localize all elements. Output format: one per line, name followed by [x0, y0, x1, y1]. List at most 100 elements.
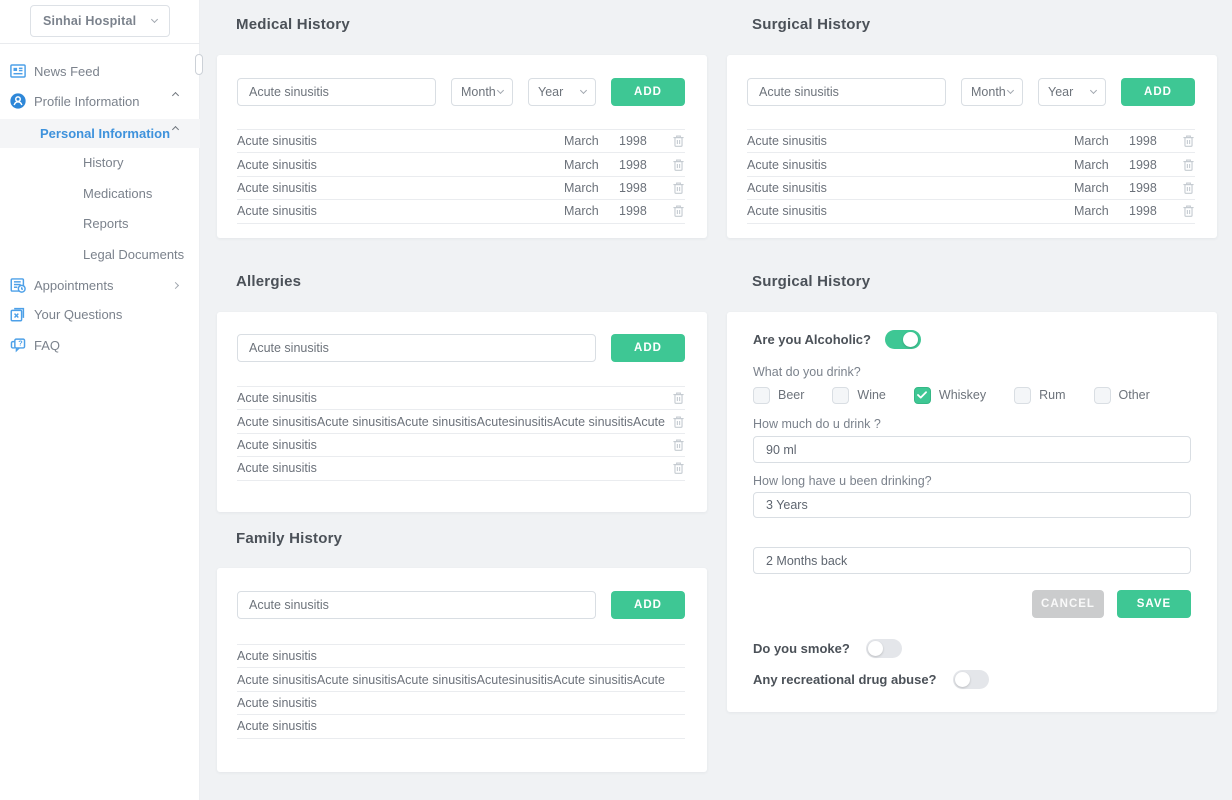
drink-option-label: Rum	[1039, 388, 1066, 402]
add-button[interactable]: ADD	[1121, 78, 1195, 106]
sidebar-item-label: Appointments	[34, 277, 114, 293]
chevron-down-icon	[1089, 86, 1098, 95]
sidebar-item-legal-documents[interactable]: Legal Documents	[0, 242, 200, 266]
row-name: Acute sinusitisAcute sinusitisAcute sinu…	[237, 672, 665, 687]
year-select[interactable]: Year	[1038, 78, 1106, 106]
year-select-value: Year	[538, 85, 564, 99]
delete-icon[interactable]	[669, 134, 685, 148]
drink-option[interactable]: Wine	[832, 386, 886, 404]
checkbox[interactable]	[1093, 386, 1111, 404]
sidebar-item-label: Profile Information	[34, 93, 140, 109]
sidebar-item-reports[interactable]: Reports	[0, 211, 200, 235]
add-button[interactable]: ADD	[611, 591, 685, 619]
cancel-button[interactable]: CANCEL	[1032, 590, 1104, 618]
delete-icon[interactable]	[669, 438, 685, 452]
save-button[interactable]: SAVE	[1117, 590, 1191, 618]
hospital-selector[interactable]: Sinhai Hospital	[30, 5, 170, 37]
lifestyle-card: Are you Alcoholic? What do you drink? Be…	[727, 312, 1217, 712]
sidebar-item-personal-information[interactable]: Personal Information	[0, 119, 200, 148]
chevron-down-icon	[496, 86, 505, 95]
delete-icon[interactable]	[669, 181, 685, 195]
delete-icon[interactable]	[669, 204, 685, 218]
delete-icon[interactable]	[669, 391, 685, 405]
sidebar-scrollbar[interactable]	[195, 54, 203, 75]
sidebar-item-faq[interactable]: ? FAQ	[0, 333, 200, 357]
sidebar-item-news-feed[interactable]: News Feed	[0, 59, 200, 83]
chevron-up-icon[interactable]	[171, 91, 180, 100]
row-month: March	[1074, 157, 1109, 172]
drink-option[interactable]: Whiskey	[913, 386, 987, 404]
last-drink-input[interactable]	[753, 547, 1191, 574]
add-button[interactable]: ADD	[611, 334, 685, 362]
chevron-up-icon[interactable]	[171, 125, 180, 134]
amount-input[interactable]	[753, 436, 1191, 463]
delete-icon[interactable]	[669, 158, 685, 172]
checkbox[interactable]	[1014, 386, 1032, 404]
newspaper-icon	[10, 64, 26, 78]
alcoholic-toggle[interactable]	[884, 330, 921, 349]
row-name: Acute sinusitis	[237, 134, 317, 149]
row-year: 1998	[1129, 134, 1157, 149]
faq-icon: ?	[10, 338, 26, 353]
allergy-row: Acute sinusitis	[237, 432, 685, 456]
sidebar-item-history[interactable]: History	[0, 150, 200, 174]
history-row: Acute sinusitis March 1998	[747, 199, 1195, 222]
sidebar-item-label: Your Questions	[34, 306, 123, 322]
drink-option[interactable]: Other	[1093, 386, 1150, 404]
svg-text:?: ?	[18, 339, 23, 348]
row-year: 1998	[619, 204, 647, 219]
alcoholic-question: Are you Alcoholic?	[753, 332, 871, 347]
hospital-selector-label: Sinhai Hospital	[43, 14, 137, 28]
delete-icon[interactable]	[669, 415, 685, 429]
sidebar-item-appointments[interactable]: Appointments	[0, 273, 200, 297]
month-select-value: Month	[461, 85, 496, 99]
delete-icon[interactable]	[1179, 204, 1195, 218]
drink-option-label: Whiskey	[938, 388, 987, 402]
drink-option[interactable]: Beer	[753, 386, 804, 404]
row-name: Acute sinusitis	[747, 180, 827, 195]
section-title-surgical-history: Surgical History	[752, 16, 871, 33]
toggle-knob	[868, 641, 884, 656]
checkbox[interactable]	[832, 386, 850, 404]
checkbox[interactable]	[753, 386, 770, 404]
condition-input[interactable]	[747, 78, 946, 106]
row-name: Acute sinusitis	[747, 157, 827, 172]
sidebar-item-profile-information[interactable]: Profile Information	[0, 89, 200, 113]
row-month: March	[564, 180, 599, 195]
row-year: 1998	[619, 134, 647, 149]
drugs-toggle[interactable]	[952, 670, 989, 689]
delete-icon[interactable]	[1179, 181, 1195, 195]
section-title-allergies: Allergies	[236, 273, 302, 290]
delete-icon[interactable]	[1179, 134, 1195, 148]
row-month: March	[1074, 180, 1109, 195]
row-year: 1998	[1129, 157, 1157, 172]
condition-input[interactable]	[237, 78, 436, 106]
sidebar-item-your-questions[interactable]: Your Questions	[0, 302, 200, 326]
drink-option[interactable]: Rum	[1014, 386, 1066, 404]
allergy-row: Acute sinusitis	[237, 386, 685, 409]
month-select[interactable]: Month	[961, 78, 1023, 106]
month-select[interactable]: Month	[451, 78, 513, 106]
checkbox[interactable]	[913, 386, 931, 404]
allergy-input[interactable]	[237, 334, 596, 362]
add-button[interactable]: ADD	[611, 78, 685, 106]
surgical-history-list: Acute sinusitis March 1998 Acute sinusit…	[747, 129, 1195, 224]
year-select[interactable]: Year	[528, 78, 596, 106]
row-name: Acute sinusitis	[747, 134, 827, 149]
drink-question: What do you drink?	[753, 365, 861, 379]
duration-input[interactable]	[753, 492, 1191, 518]
row-year: 1998	[619, 180, 647, 195]
surgical-history-card: Month Year ADD Acute sinusitis March 199…	[727, 55, 1217, 238]
smoke-toggle[interactable]	[865, 639, 902, 658]
sidebar-divider	[0, 43, 200, 44]
delete-icon[interactable]	[1179, 158, 1195, 172]
sidebar-item-label: Legal Documents	[83, 246, 185, 262]
row-name: Acute sinusitis	[237, 180, 317, 195]
section-title-lifestyle: Surgical History	[752, 273, 871, 290]
sidebar-item-medications[interactable]: Medications	[0, 181, 200, 205]
history-row: Acute sinusitis March 1998	[237, 129, 685, 152]
delete-icon[interactable]	[669, 461, 685, 475]
family-history-list: Acute sinusitis Acute sinusitisAcute sin…	[237, 644, 685, 739]
family-history-input[interactable]	[237, 591, 596, 619]
